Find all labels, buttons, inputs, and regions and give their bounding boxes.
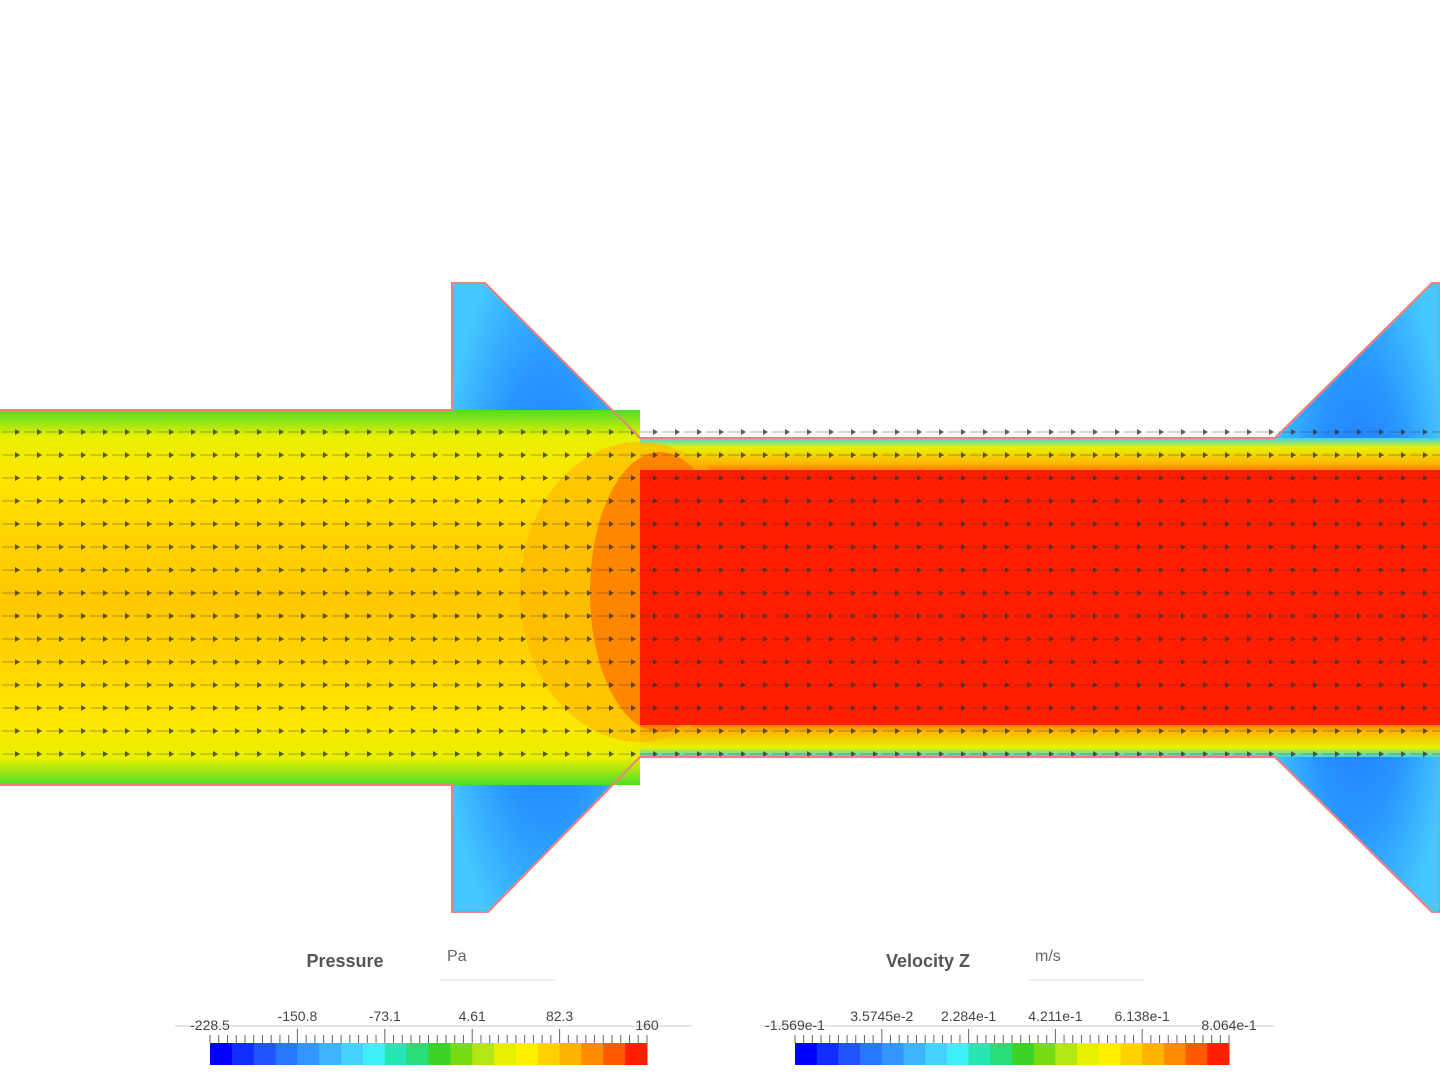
color-legend: Velocity Z m/s -1.569e-1 3.5745e-2 2.284e-1 4… [760,948,1274,1065]
color-legend: Pressure Pa -228.5 -150.8 -73.1 4.61 82.3 160 [175,948,692,1065]
color-swatch [816,1043,839,1065]
color-swatch [860,1043,883,1065]
color-swatch [625,1043,648,1065]
tick-label: 4.61 [459,1008,486,1024]
color-swatch [341,1043,364,1065]
wall-outline [0,282,1433,913]
color-swatch [1012,1043,1035,1065]
color-swatch [990,1043,1013,1065]
color-swatch [494,1043,517,1065]
tick-label: 4.211e-1 [1028,1008,1082,1024]
color-swatch [603,1043,626,1065]
tick-label: 8.064e-1 [1201,1017,1256,1033]
tick-label: 82.3 [546,1008,573,1024]
color-swatch [795,1043,818,1065]
color-swatch [1077,1043,1100,1065]
color-swatch [1098,1043,1121,1065]
color-swatch [537,1043,561,1065]
tick-label: -1.569e-1 [765,1017,825,1033]
color-swatch [472,1043,495,1065]
legend-title: Velocity Z [886,951,970,971]
flow-field [0,282,1440,913]
color-swatch [231,1043,255,1065]
tick-label: -228.5 [190,1017,230,1033]
color-swatch [1142,1043,1165,1065]
color-swatch [903,1043,926,1065]
tick-label: 3.5745e-2 [850,1008,913,1024]
color-swatch [450,1043,473,1065]
color-swatch [1055,1043,1078,1065]
color-swatch [384,1043,408,1065]
tick-label: -73.1 [369,1008,401,1024]
tick-label: 6.138e-1 [1115,1008,1170,1024]
color-swatch [881,1043,904,1065]
color-swatch [319,1043,342,1065]
color-swatch [210,1043,233,1065]
legend-unit: Pa [447,948,467,965]
color-swatch [362,1043,386,1065]
color-swatch [275,1043,298,1065]
color-swatch [1033,1043,1056,1065]
color-swatch [925,1043,948,1065]
color-swatch [1163,1043,1187,1065]
legends: Pressure Pa -228.5 -150.8 -73.1 4.61 82.3 160 Ve… [175,948,1274,1065]
color-swatch [946,1043,970,1065]
color-swatch [253,1043,277,1065]
color-swatch [297,1043,320,1065]
tick-label: 2.284e-1 [941,1008,996,1024]
color-swatch [1185,1043,1208,1065]
velocity-vectors [0,425,1440,765]
tick-label: 160 [635,1017,659,1033]
color-swatch [581,1043,604,1065]
color-swatch [838,1043,861,1065]
legend-title: Pressure [306,951,383,971]
color-swatch [559,1043,582,1065]
color-swatch [428,1043,451,1065]
color-swatch [1120,1043,1143,1065]
tick-label: -150.8 [278,1008,318,1024]
legend-unit: m/s [1035,948,1061,965]
color-swatch [1207,1043,1230,1065]
color-swatch [515,1043,539,1065]
color-swatch [406,1043,429,1065]
color-swatch [968,1043,991,1065]
